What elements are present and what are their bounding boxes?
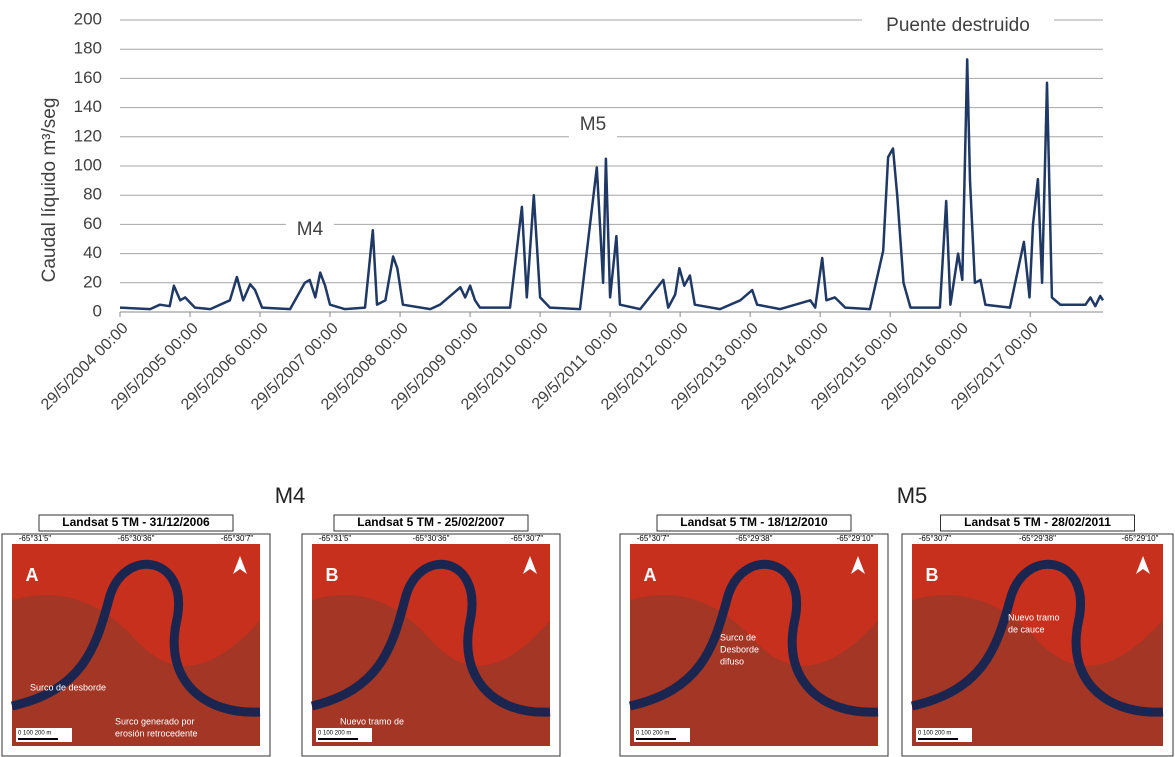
north-arrow [851, 556, 865, 574]
group-label: M4 [275, 483, 306, 508]
y-tick-label: 180 [74, 39, 102, 58]
annotation-note: Surco de [720, 632, 756, 642]
group-label: M5 [897, 483, 928, 508]
north-arrow [233, 556, 247, 574]
scale-label: 0 100 200 m [636, 731, 669, 737]
annotation-note: Desborde [720, 644, 759, 654]
y-tick-label: 80 [83, 185, 102, 204]
y-tick-label: 0 [93, 301, 102, 320]
panel-title: Landsat 5 TM - 28/02/2011 [964, 515, 1111, 529]
coord-label: -65°31'5" [19, 534, 52, 543]
north-arrow [523, 556, 537, 574]
annotation-note: Surco de desborde [30, 682, 106, 692]
panel-title: Landsat 5 TM - 31/12/2006 [62, 515, 210, 529]
annotation: Puente destruido [886, 15, 1030, 36]
panel-title: Landsat 5 TM - 25/02/2007 [357, 515, 505, 529]
y-tick-label: 40 [83, 243, 102, 262]
coord-label: -65°30'7" [511, 534, 544, 543]
annotation-note: erosión retrocedente [115, 728, 198, 738]
coord-label: -65°30'7" [637, 534, 670, 543]
vegetation [312, 595, 550, 746]
scale-label: 0 100 200 m [318, 731, 351, 737]
coord-label: -65°31'5" [319, 534, 352, 543]
annotation-bg [862, 12, 1054, 40]
annotation-note: Nuevo tramo [1008, 612, 1060, 622]
river [10, 559, 261, 717]
map-panel: Landsat 5 TM - 18/12/2010 -65°30'7" -65°29… [619, 514, 889, 757]
coord-label: -65°29'38" [736, 534, 773, 543]
panel-title: Landsat 5 TM - 18/12/2010 [680, 515, 828, 529]
vegetation [630, 595, 878, 746]
coord-label: -65°29'10" [837, 534, 874, 543]
panel-letter: B [326, 565, 339, 585]
annotation: M5 [580, 114, 606, 135]
y-tick-label: 140 [74, 97, 102, 116]
river [310, 559, 551, 717]
coord-label: -65°29'38" [1019, 534, 1056, 543]
y-tick-label: 100 [74, 155, 102, 174]
north-arrow [1136, 556, 1150, 574]
vegetation [912, 595, 1163, 746]
coord-label: -65°29'10" [1122, 534, 1159, 543]
annotation-note: difuso [720, 656, 744, 666]
y-axis-label: Caudal líquido m³/seg [39, 98, 60, 283]
scale-bar [18, 738, 58, 740]
title-box [38, 514, 234, 532]
annotation-note: Surco generado por [115, 716, 195, 726]
flow-line [119, 58, 1105, 311]
map-panel: Landsat 5 TM - 25/02/2007 -65°31'5" -65°30… [301, 514, 561, 757]
map-panel: Landsat 5 TM - 31/12/2006 -65°31'5" -65°30… [1, 514, 271, 757]
scale-bar [318, 738, 358, 740]
annotation-bg [286, 216, 334, 244]
y-tick-label: 20 [83, 272, 102, 291]
y-tick-label: 200 [74, 9, 102, 28]
y-tick-label: 60 [83, 214, 102, 233]
title-box [333, 514, 529, 532]
river [628, 559, 879, 717]
annotation-note: de cauce [1008, 624, 1045, 634]
scale-label: 0 100 200 m [918, 731, 951, 737]
y-tick-label: 160 [74, 68, 102, 87]
coord-label: -65°30'36" [413, 534, 450, 543]
annotation-bg [569, 111, 617, 139]
y-tick-label: 120 [74, 126, 102, 145]
annotation: M4 [297, 219, 324, 240]
scale-bar [636, 738, 676, 740]
vegetation [12, 595, 260, 746]
coord-label: -65°30'36" [118, 534, 155, 543]
panel-letter: A [644, 565, 657, 585]
scale-label: 0 100 200 m [18, 731, 51, 737]
coord-label: -65°30'7" [221, 534, 254, 543]
river [911, 559, 1164, 717]
panel-letter: B [926, 565, 939, 585]
annotation-note: Nuevo tramo de [340, 716, 404, 726]
title-box [940, 514, 1135, 532]
title-box [656, 514, 852, 532]
scale-bar [918, 738, 958, 740]
panel-letter: A [26, 565, 39, 585]
coord-label: -65°30'7" [919, 534, 952, 543]
map-panel: Landsat 5 TM - 28/02/2011 -65°30'7" -65°29… [901, 514, 1174, 757]
